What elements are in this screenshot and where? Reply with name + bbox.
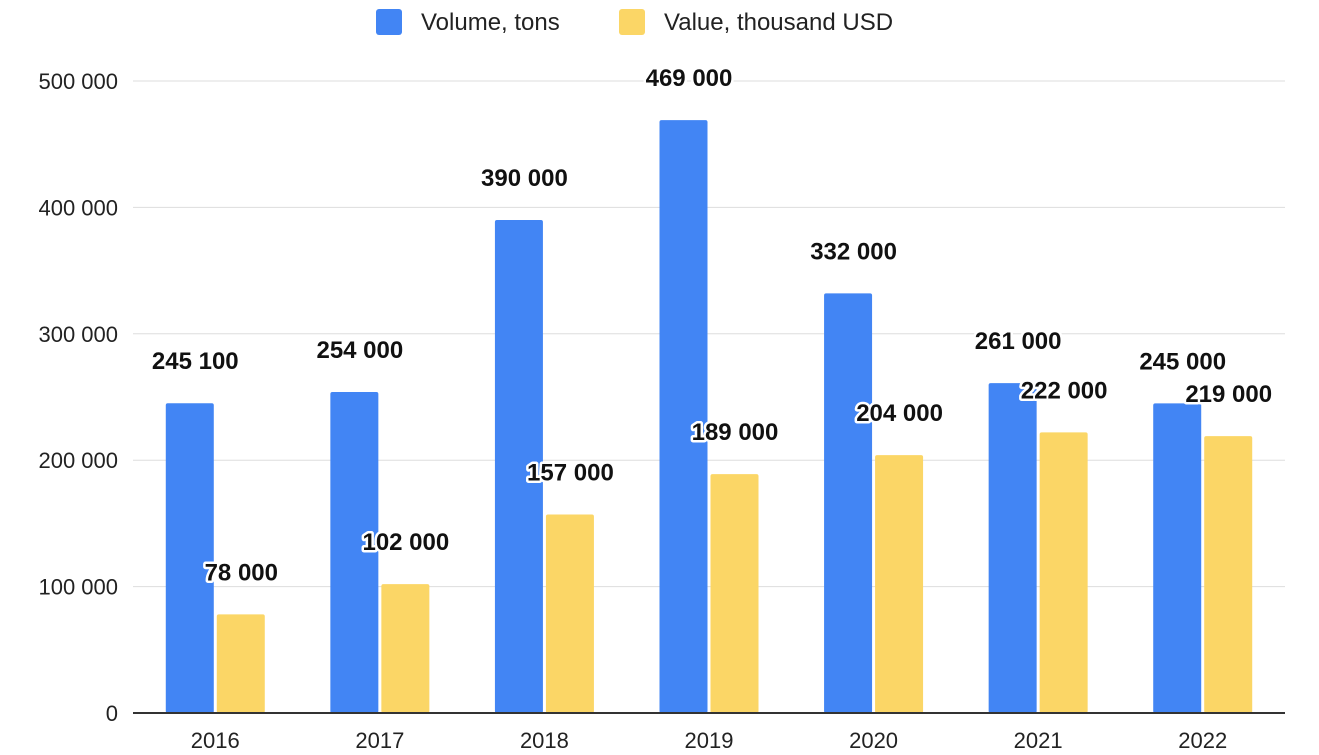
bar-volume-2016 <box>165 403 214 713</box>
data-label-volume-2022: 245 000 <box>1139 348 1226 375</box>
x-tick-label: 2019 <box>685 728 734 753</box>
y-tick-label: 0 <box>106 701 118 726</box>
x-tick-label: 2016 <box>191 728 240 753</box>
bar-volume-2018 <box>494 220 543 714</box>
bar-volume-2019 <box>659 120 708 713</box>
bar-value-2020 <box>875 455 924 713</box>
x-tick-label: 2020 <box>849 728 898 753</box>
bar-value-2018 <box>545 514 594 713</box>
bar-value-2022 <box>1204 436 1253 713</box>
data-label-volume-2020: 332 000 <box>810 238 897 265</box>
legend: Volume, tons Value, thousand USD <box>376 9 893 36</box>
data-label-volume-2018: 390 000 <box>481 165 568 192</box>
y-tick-label: 300 000 <box>38 322 118 347</box>
y-tick-label: 200 000 <box>38 448 118 473</box>
x-axis: 2016 2017 2018 2019 2020 2021 2022 <box>133 712 1285 753</box>
data-label-value-2020: 204 000 <box>856 400 943 427</box>
data-label-volume-2016: 245 100 <box>152 348 239 375</box>
bar-value-2017 <box>381 584 430 713</box>
bar-value-2016 <box>216 614 265 713</box>
legend-swatch-1 <box>376 9 402 35</box>
data-label-value-2019: 189 000 <box>692 419 779 446</box>
legend-label-1: Volume, tons <box>421 9 560 36</box>
x-tick-label: 2021 <box>1014 728 1063 753</box>
bar-volume-2020 <box>824 293 873 713</box>
y-tick-label: 100 000 <box>38 575 118 600</box>
data-label-value-2016: 78 000 <box>205 559 278 586</box>
bar-value-2019 <box>710 474 759 713</box>
x-tick-label: 2022 <box>1178 728 1227 753</box>
data-label-value-2017: 102 000 <box>362 529 449 556</box>
data-label-value-2018: 157 000 <box>527 460 614 487</box>
data-labels: 245 100 78 000 254 000 102 000 390 000 157 00… <box>149 63 1274 589</box>
legend-swatch-2 <box>619 9 645 35</box>
data-label-volume-2019: 469 000 <box>646 65 733 92</box>
data-label-volume-2021: 261 000 <box>975 328 1062 355</box>
y-tick-label: 500 000 <box>38 69 118 94</box>
gridlines <box>133 80 1285 588</box>
bar-value-2021 <box>1039 432 1088 713</box>
data-label-value-2022: 219 000 <box>1185 381 1272 408</box>
data-label-value-2021: 222 000 <box>1021 377 1108 404</box>
data-label-volume-2017: 254 000 <box>316 337 403 364</box>
legend-label-2: Value, thousand USD <box>664 9 893 36</box>
bar-volume-2021 <box>988 383 1037 713</box>
y-axis: 0 100 000 200 000 300 000 400 000 500 000 <box>38 69 118 726</box>
x-tick-label: 2017 <box>355 728 404 753</box>
bar-volume-2017 <box>330 391 379 713</box>
bar-volume-2022 <box>1153 403 1202 713</box>
bars <box>165 120 1253 714</box>
x-tick-label: 2018 <box>520 728 569 753</box>
y-tick-label: 400 000 <box>38 195 118 220</box>
